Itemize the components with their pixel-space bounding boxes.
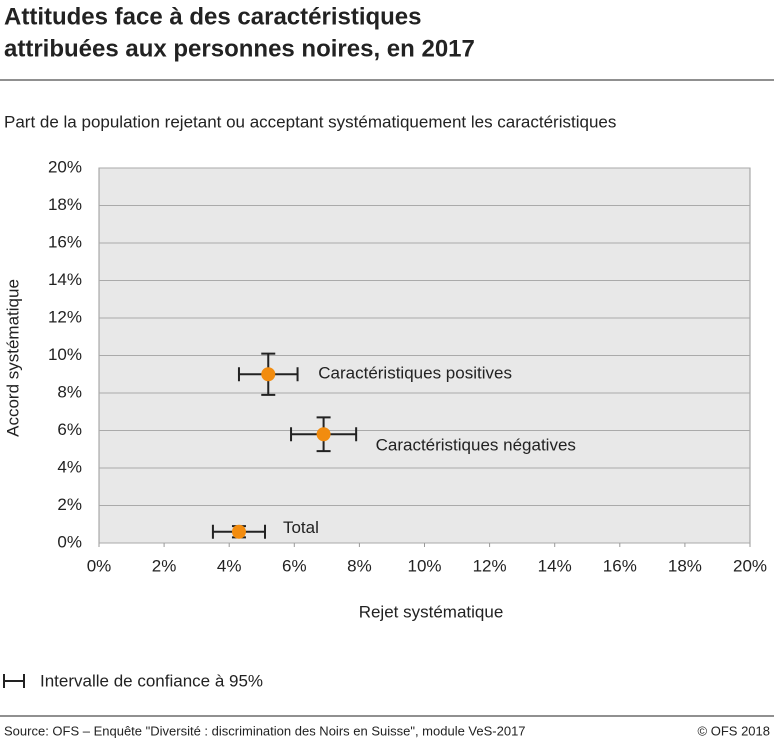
y-axis-label: Accord systématique [3, 279, 22, 437]
chart-title: Attitudes face à des caractéristiques [4, 3, 422, 30]
y-tick-label: 8% [57, 382, 82, 401]
x-tick-label: 6% [282, 556, 307, 575]
y-tick-label: 0% [57, 532, 82, 551]
x-tick-label: 18% [668, 556, 702, 575]
x-tick-label: 10% [407, 556, 441, 575]
y-tick-label: 18% [48, 195, 82, 214]
y-tick-label: 6% [57, 420, 82, 439]
credit: © OFS 2018 [698, 723, 770, 738]
x-tick-label: 16% [603, 556, 637, 575]
x-tick-label: 2% [152, 556, 177, 575]
point [316, 427, 331, 442]
legend-note: Intervalle de confiance à 95% [40, 671, 263, 690]
point-label: Total [283, 518, 319, 537]
point-label: Caractéristiques négatives [376, 436, 576, 455]
y-tick-label: 20% [48, 157, 82, 176]
y-tick-label: 10% [48, 345, 82, 364]
x-tick-label: 14% [538, 556, 572, 575]
chart-title: attribuées aux personnes noires, en 2017 [4, 35, 475, 62]
x-tick-label: 4% [217, 556, 242, 575]
chart-subtitle: Part de la population rejetant ou accept… [4, 112, 616, 131]
source: Source: OFS – Enquête "Diversité : discr… [4, 723, 526, 738]
y-tick-label: 2% [57, 495, 82, 514]
y-tick-label: 16% [48, 232, 82, 251]
x-tick-label: 12% [473, 556, 507, 575]
x-axis-label: Rejet systématique [359, 602, 504, 621]
x-tick-label: 0% [87, 556, 112, 575]
point [261, 367, 276, 382]
y-tick-label: 12% [48, 307, 82, 326]
x-tick-label: 20% [733, 556, 767, 575]
legend-symbol [3, 674, 25, 688]
point [231, 524, 246, 539]
y-tick-label: 14% [48, 270, 82, 289]
y-tick-label: 4% [57, 457, 82, 476]
x-tick-label: 8% [347, 556, 372, 575]
point-label: Caractéristiques positives [318, 364, 512, 383]
